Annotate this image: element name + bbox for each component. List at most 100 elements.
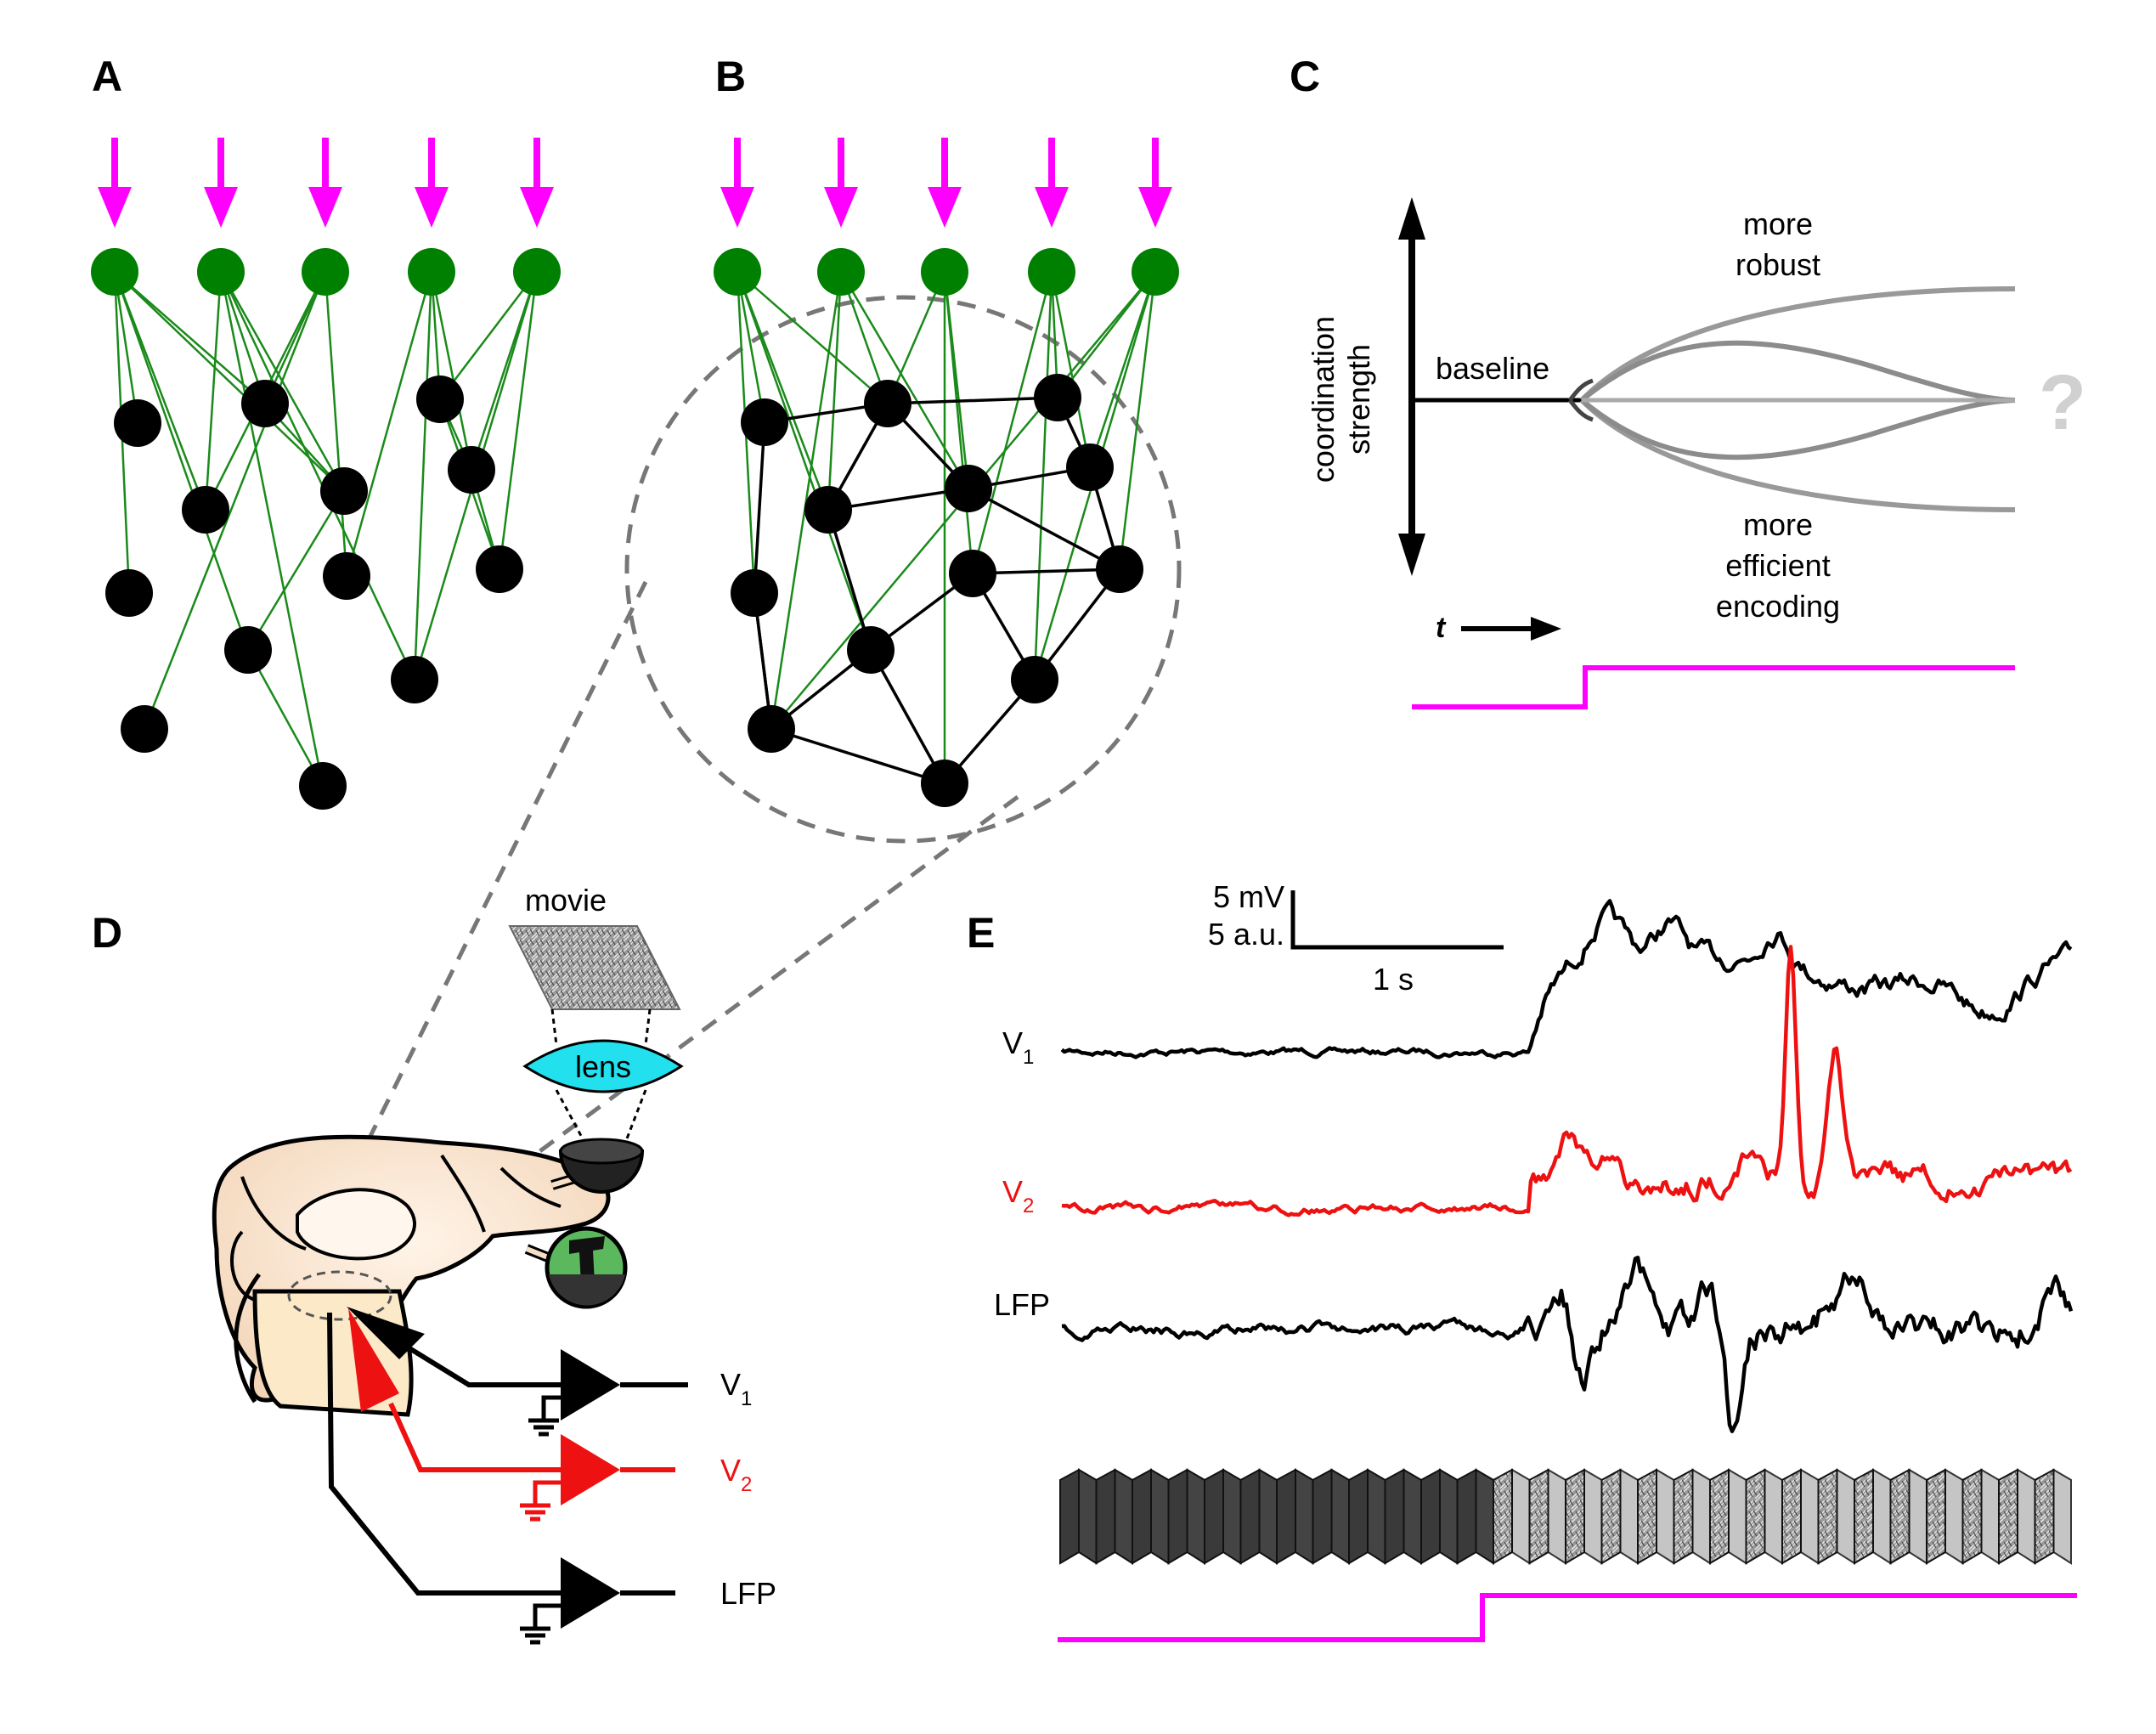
- efficient-label-line2: efficient: [1725, 548, 1830, 583]
- panel-letter-a: A: [92, 53, 122, 100]
- input-connection: [219, 271, 416, 681]
- input-neuron: [408, 248, 455, 296]
- question-mark: ?: [2039, 359, 2086, 446]
- movie-frame-side: [1186, 1468, 1205, 1565]
- input-connection: [143, 271, 327, 730]
- movie-frame-side: [1728, 1468, 1747, 1565]
- input-neuron: [921, 248, 968, 296]
- movie-frame: [1239, 1468, 1261, 1565]
- movie-frame-side: [1800, 1468, 1820, 1565]
- input-neuron: [1028, 248, 1075, 296]
- movie-frame-strip: [1059, 1468, 2072, 1565]
- movie-frame: [1095, 1468, 1116, 1565]
- movie-frame-side: [1150, 1468, 1170, 1565]
- neuron: [105, 569, 153, 617]
- network-neurons-a: [91, 248, 561, 810]
- input-neuron: [817, 248, 865, 296]
- movie-frame: [1709, 1468, 1730, 1565]
- stimulus-arrows-a: [98, 138, 554, 228]
- movie-frame-side: [1078, 1468, 1098, 1565]
- efficient-label-line3: encoding: [1716, 589, 1840, 624]
- input-neuron: [1132, 248, 1179, 296]
- curve-efficient: [1579, 398, 2016, 512]
- projection-line: [623, 1089, 647, 1146]
- panel-letter-b: B: [715, 53, 746, 100]
- movie-frame-side: [2017, 1468, 2036, 1565]
- recurrent-connection: [968, 487, 1120, 571]
- input-connection: [498, 271, 539, 570]
- trace-v2: [1061, 945, 2073, 1217]
- movie-frame: [1998, 1468, 2018, 1565]
- time-arrow-head: [1531, 617, 1561, 641]
- input-connection: [246, 490, 346, 651]
- movie-frame-side: [1222, 1468, 1242, 1565]
- eye-pupil: [569, 1236, 605, 1285]
- e-label-v2: V2: [1002, 1174, 1034, 1217]
- movie-frame: [1889, 1468, 1910, 1565]
- neuron: [1034, 374, 1081, 421]
- stimulus-step-e: [1058, 1593, 2077, 1642]
- movie-frame-side: [1691, 1468, 1711, 1565]
- neuron: [416, 376, 464, 423]
- zoom-line-left: [316, 580, 648, 1242]
- e-label-v1: V1: [1002, 1025, 1034, 1069]
- neuron: [476, 545, 523, 593]
- neuron: [391, 656, 438, 703]
- d-label-lfp: LFP: [720, 1576, 776, 1611]
- stimulus-step-c: [1412, 665, 2015, 709]
- projection-line: [550, 1008, 558, 1046]
- recurrent-connection: [770, 727, 945, 785]
- movie-frame-side: [1258, 1468, 1278, 1565]
- panel-c: C coordination strength baseline more ro…: [1290, 53, 2086, 709]
- panel-a: A: [91, 53, 561, 810]
- recurrent-connection: [869, 649, 946, 784]
- input-connection: [886, 271, 946, 404]
- input-connection: [345, 271, 433, 577]
- movie-frame: [1817, 1468, 1838, 1565]
- input-connection: [736, 271, 830, 511]
- movie-frame: [1854, 1468, 1874, 1565]
- curve-lower-return: [1580, 398, 2016, 460]
- eye-shadow: [549, 1274, 625, 1306]
- input-connection: [971, 271, 1053, 574]
- input-connection: [737, 271, 889, 404]
- neuron: [323, 552, 370, 600]
- recurrent-connections-b: [753, 396, 1121, 785]
- neuron: [741, 398, 788, 446]
- input-neuron: [197, 248, 245, 296]
- input-connection: [204, 271, 223, 511]
- input-connection: [113, 271, 250, 651]
- movie-frame: [1600, 1468, 1622, 1565]
- scale-label-mv: 5 mV: [1213, 879, 1284, 914]
- network-connections-a: [113, 271, 539, 787]
- trace-v1: [1060, 899, 2073, 1059]
- movie-frame-side: [1944, 1468, 1964, 1565]
- input-connection: [413, 271, 433, 681]
- movie-frame: [1565, 1468, 1585, 1565]
- movie-frame: [1456, 1468, 1477, 1565]
- movie-frame: [1961, 1468, 1983, 1565]
- neuron: [114, 399, 161, 447]
- neuron: [448, 446, 495, 494]
- d-label-v2: V2: [720, 1453, 752, 1496]
- neuron: [804, 486, 852, 534]
- stimulus-arrow-head: [720, 187, 754, 228]
- movie-frame: [1312, 1468, 1333, 1565]
- input-connection: [439, 271, 538, 400]
- input-connection: [736, 271, 872, 651]
- movie-frame-side: [1619, 1468, 1639, 1565]
- trace-lfp: [1061, 1255, 2074, 1433]
- neuron: [241, 380, 289, 427]
- neuron: [921, 760, 968, 807]
- input-connection: [114, 271, 266, 404]
- movie-frame-side: [1439, 1468, 1459, 1565]
- movie-frame-side: [1295, 1468, 1314, 1565]
- projection-line: [644, 1008, 652, 1046]
- input-connection: [1088, 271, 1157, 468]
- movie-frame: [1132, 1468, 1152, 1565]
- stimulus-arrow-head: [824, 187, 858, 228]
- movie-frame-side: [1908, 1468, 1927, 1565]
- neuron: [1066, 443, 1114, 491]
- input-neuron: [714, 248, 761, 296]
